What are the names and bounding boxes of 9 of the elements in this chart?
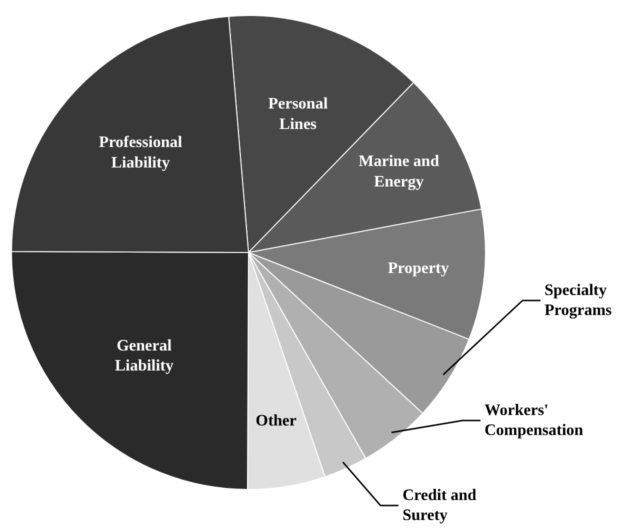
slice-label: Property — [388, 260, 449, 278]
slice-label: Specialty Programs — [544, 282, 612, 320]
slice-label: Other — [256, 412, 297, 430]
slice-label: Professional Liability — [98, 134, 183, 172]
slice-label: General Liability — [114, 337, 174, 375]
slice-label: Personal Lines — [268, 95, 328, 133]
slice-label: Credit and Surety — [402, 486, 477, 524]
slice-label: Workers' Compensation — [484, 402, 584, 440]
slice-label: Marine and Energy — [358, 153, 440, 191]
